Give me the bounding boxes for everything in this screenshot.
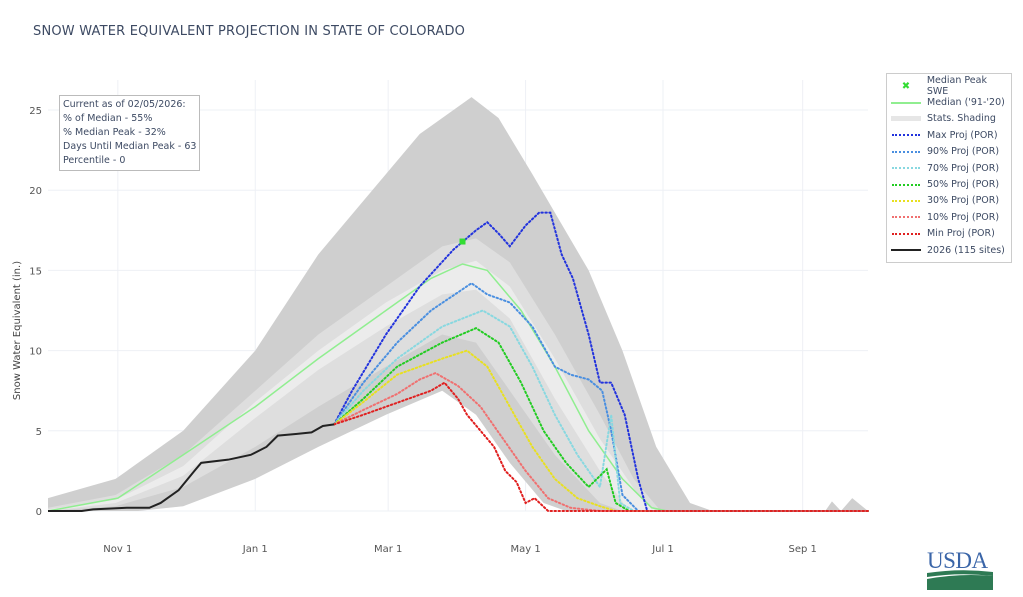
y-tick-label: 25 xyxy=(29,106,42,117)
legend-item[interactable]: 50% Proj (POR) xyxy=(887,176,1011,192)
info-line: % of Median - 55% xyxy=(63,113,153,124)
legend-swatch xyxy=(889,116,923,122)
legend-swatch: ✖ xyxy=(901,80,911,92)
x-tick-label: Sep 1 xyxy=(788,544,816,555)
legend: ✖ Median Peak SWE Median ('91-'20) Stats. S… xyxy=(886,73,1012,264)
svg-text:USDA: USDA xyxy=(927,548,989,573)
legend-item[interactable]: 30% Proj (POR) xyxy=(887,193,1011,209)
x-tick-label: Mar 1 xyxy=(374,544,402,555)
info-box: Current as of 02/05/2026: % of Median - … xyxy=(59,95,201,171)
usda-logo: USDA xyxy=(927,548,993,590)
series-line-2026-115-sites- xyxy=(48,423,335,512)
legend-item[interactable]: 10% Proj (POR) xyxy=(887,209,1011,225)
series-line-min-proj-por- xyxy=(333,381,869,512)
x-tick-label: Jan 1 xyxy=(242,544,268,555)
info-line: Current as of 02/05/2026: xyxy=(63,99,186,110)
legend-item[interactable]: Min Proj (POR) xyxy=(887,226,1011,242)
y-tick-label: 5 xyxy=(36,427,42,438)
series-line-max-proj-por- xyxy=(333,211,869,512)
legend-item[interactable]: ✖ Median Peak SWE xyxy=(887,75,1011,98)
legend-label: Median ('91-'20) xyxy=(927,97,1005,109)
legend-swatch xyxy=(889,134,923,137)
legend-item[interactable]: Max Proj (POR) xyxy=(887,127,1011,143)
legend-swatch xyxy=(889,183,923,186)
stats-shading-band xyxy=(48,238,868,511)
info-line: Days Until Median Peak - 63 xyxy=(63,141,197,152)
legend-label: 10% Proj (POR) xyxy=(927,211,1000,223)
legend-item[interactable]: Median ('91-'20) xyxy=(887,94,1011,110)
legend-item[interactable]: Stats. Shading xyxy=(887,111,1011,127)
legend-label: Min Proj (POR) xyxy=(927,228,995,240)
legend-label: 2026 (115 sites) xyxy=(927,244,1005,256)
series-line-30-proj-por- xyxy=(333,349,869,512)
x-tick-label: Jul 1 xyxy=(651,544,674,555)
legend-swatch xyxy=(889,101,923,104)
legend-label: 70% Proj (POR) xyxy=(927,162,1000,174)
legend-swatch xyxy=(889,232,923,235)
y-axis-label: Snow Water Equivalent (in.) xyxy=(12,261,23,400)
legend-label: 50% Proj (POR) xyxy=(927,179,1000,191)
legend-label: Max Proj (POR) xyxy=(927,129,998,141)
legend-swatch xyxy=(889,216,923,219)
y-tick-label: 10 xyxy=(29,347,42,358)
legend-label: Stats. Shading xyxy=(927,113,996,125)
legend-swatch xyxy=(889,167,923,170)
legend-item[interactable]: 2026 (115 sites) xyxy=(887,242,1011,258)
y-tick-label: 0 xyxy=(36,507,42,518)
x-tick-label: Nov 1 xyxy=(103,544,132,555)
legend-swatch xyxy=(889,150,923,153)
info-line: % Median Peak - 32% xyxy=(63,127,166,138)
legend-item[interactable]: 90% Proj (POR) xyxy=(887,144,1011,160)
info-line: Percentile - 0 xyxy=(63,155,126,166)
series-line-70-proj-por- xyxy=(333,309,869,512)
legend-label: 30% Proj (POR) xyxy=(927,195,1000,207)
legend-label: Median Peak SWE xyxy=(926,75,987,98)
median-peak-marker xyxy=(459,238,466,245)
legend-swatch xyxy=(889,199,923,202)
y-tick-label: 20 xyxy=(29,186,42,197)
x-tick-label: May 1 xyxy=(510,544,540,555)
legend-label: 90% Proj (POR) xyxy=(927,146,1000,158)
legend-item[interactable]: 70% Proj (POR) xyxy=(887,160,1011,176)
series-line-50-proj-por- xyxy=(333,327,869,512)
series-line-median-91-20- xyxy=(47,263,868,512)
chart-title: SNOW WATER EQUIVALENT PROJECTION IN STAT… xyxy=(33,24,466,39)
series-line-10-proj-por- xyxy=(333,371,869,512)
legend-swatch xyxy=(889,249,923,252)
y-tick-label: 15 xyxy=(29,266,42,277)
